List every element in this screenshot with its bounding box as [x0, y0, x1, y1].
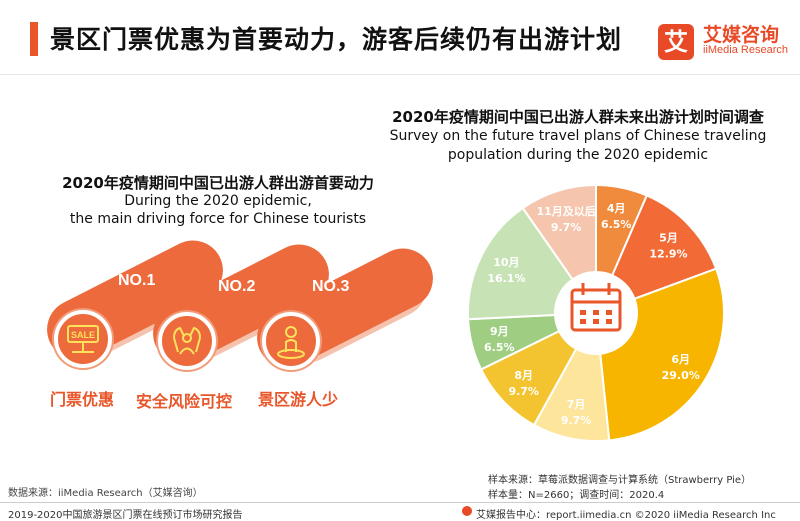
- pie-slice-value-5: 9.7%: [508, 385, 539, 398]
- header-divider: [0, 74, 800, 75]
- sample-source: 样本来源：草莓派数据调查与计算系统（Strawberry Pie）: [488, 475, 752, 486]
- driver-rank-3: NO.3: [312, 278, 350, 295]
- pie-slice-value-8: 9.7%: [551, 221, 582, 234]
- driver-label-2: 安全风险可控: [136, 392, 233, 411]
- pie-slice-label-1: 4月: [607, 202, 626, 215]
- pie-chart-subtitle-line2: population during the 2020 epidemic: [447, 147, 709, 163]
- pie-slice-label-5: 8月: [514, 369, 533, 382]
- driver-icon-circle-3: [262, 312, 320, 370]
- pie-slice-label-8: 11月及以后: [536, 204, 595, 218]
- pie-slice-label-6: 9月: [490, 325, 509, 338]
- report-center-icon: [462, 506, 472, 516]
- top-strip: [0, 0, 800, 6]
- logo-text-cn: 艾媒咨询: [703, 24, 780, 46]
- protected-person-icon: [173, 326, 201, 355]
- data-source: 数据来源：iiMedia Research（艾媒咨询）: [8, 488, 203, 499]
- calendar-icon: [570, 283, 622, 332]
- driver-chart-subtitle-line2: the main driving force for Chinese touri…: [69, 211, 367, 227]
- pie-slice-label-4: 7月: [567, 398, 586, 411]
- footer-divider: [0, 502, 800, 503]
- title-accent-bar: [30, 22, 38, 56]
- single-person-icon: [277, 326, 305, 359]
- iimedia-logo-icon: 艾: [658, 24, 694, 60]
- pie-slice-value-2: 12.9%: [649, 247, 687, 260]
- driver-label-1: 门票优惠: [50, 390, 115, 409]
- pie-chart-subtitle-line1: Survey on the future travel plans of Chi…: [389, 128, 767, 144]
- pie-slice-value-3: 29.0%: [662, 369, 700, 382]
- footer-report-name: 2019-2020中国旅游景区门票在线预订市场研究报告: [8, 510, 243, 521]
- sale-sign-icon: SALE: [67, 325, 99, 353]
- pie-slice-value-7: 16.1%: [487, 272, 525, 285]
- footer-report-center: 艾媒报告中心：report.iimedia.cn ©2020 iiMedia R…: [476, 510, 776, 521]
- driver-chart-subtitle-line1: During the 2020 epidemic,: [124, 193, 312, 209]
- driver-icon-circle-2: [158, 312, 216, 370]
- sample-size: 样本量：N=2660；调查时间：2020.4: [488, 490, 665, 501]
- driver-rank-1: NO.1: [118, 272, 156, 289]
- page-title: 景区门票优惠为首要动力，游客后续仍有出游计划: [50, 25, 623, 54]
- pie-slice-label-2: 5月: [659, 231, 678, 244]
- pie-slice-value-4: 9.7%: [561, 414, 592, 427]
- pie-slice-2: [594, 194, 718, 315]
- pie-slice-label-7: 10月: [493, 256, 519, 269]
- pie-slice-label-3: 6月: [671, 353, 690, 366]
- logo-text-en: iiMedia Research: [703, 44, 788, 56]
- pie-slice-value-6: 6.5%: [484, 341, 515, 354]
- driver-icon-circle-1: SALE: [54, 310, 112, 368]
- driver-rank-2: NO.2: [218, 278, 256, 295]
- pie-chart-title: 2020年疫情期间中国已出游人群未来出游计划时间调查: [392, 108, 764, 126]
- pie-slice-value-1: 6.5%: [601, 218, 632, 231]
- sale-text: SALE: [71, 330, 95, 340]
- driver-label-3: 景区游人少: [258, 390, 339, 409]
- driver-chart-title: 2020年疫情期间中国已出游人群出游首要动力: [62, 174, 374, 192]
